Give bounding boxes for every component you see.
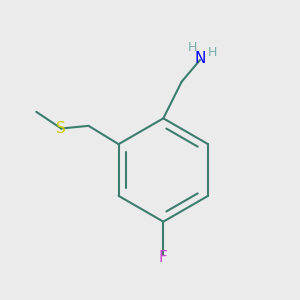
Text: H: H	[208, 46, 218, 59]
Text: H: H	[188, 41, 197, 54]
Text: F: F	[159, 250, 168, 265]
Text: S: S	[56, 121, 66, 136]
Text: N: N	[194, 51, 206, 66]
